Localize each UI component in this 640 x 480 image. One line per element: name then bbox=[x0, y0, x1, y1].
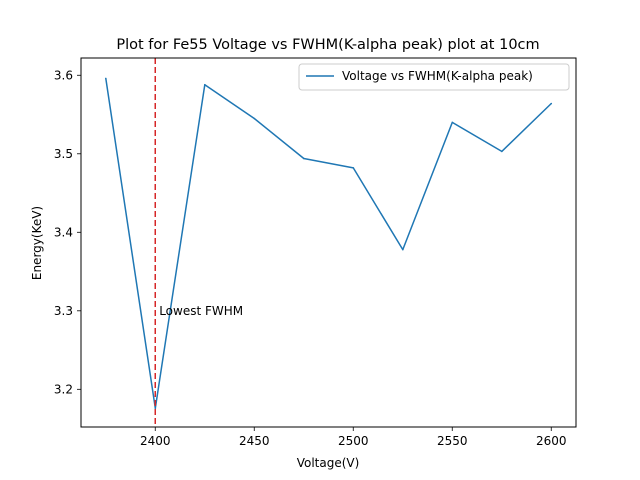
data-point bbox=[352, 167, 355, 169]
y-tick-label: 3.5 bbox=[54, 147, 73, 161]
data-point bbox=[501, 150, 503, 153]
legend-box bbox=[298, 63, 570, 91]
data-point bbox=[154, 407, 157, 410]
x-tick-label: 2450 bbox=[239, 434, 270, 448]
data-point bbox=[253, 117, 256, 120]
data-point bbox=[105, 77, 107, 80]
legend-label: Voltage vs FWHM(K-alpha peak) bbox=[342, 69, 533, 83]
x-tick-label: 2600 bbox=[536, 434, 567, 448]
axes-frame bbox=[80, 57, 577, 428]
x-axis-label: Voltage(V) bbox=[297, 456, 360, 470]
series-line bbox=[105, 78, 552, 409]
y-tick-label: 3.6 bbox=[54, 68, 73, 82]
plot-area: Lowest FWHM bbox=[105, 58, 553, 427]
x-tick-label: 2550 bbox=[437, 434, 468, 448]
y-tick-label: 3.4 bbox=[54, 225, 73, 239]
x-tick-label: 2400 bbox=[140, 434, 171, 448]
data-point bbox=[451, 121, 454, 124]
x-axis: 2400 2450 2500 2550 2600 bbox=[140, 427, 567, 448]
y-axis: 3.2 3.3 3.4 3.5 3.6 bbox=[54, 68, 81, 396]
data-point bbox=[303, 157, 305, 160]
legend: Voltage vs FWHM(K-alpha peak) bbox=[298, 63, 570, 91]
x-tick-label: 2500 bbox=[338, 434, 369, 448]
data-point bbox=[550, 102, 553, 105]
y-tick-label: 3.3 bbox=[54, 304, 73, 318]
y-tick-label: 3.2 bbox=[54, 382, 73, 396]
chart-title: Plot for Fe55 Voltage vs FWHM(K-alpha pe… bbox=[116, 37, 539, 53]
annotation-label: Lowest FWHM bbox=[159, 304, 243, 318]
data-point bbox=[402, 248, 404, 251]
data-point bbox=[204, 83, 206, 86]
y-axis-label: Energy(KeV) bbox=[30, 206, 44, 280]
